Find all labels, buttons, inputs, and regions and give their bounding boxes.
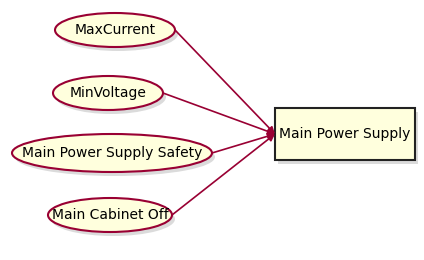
Text: MinVoltage: MinVoltage xyxy=(70,86,146,100)
Ellipse shape xyxy=(53,76,163,110)
Ellipse shape xyxy=(58,17,178,51)
Ellipse shape xyxy=(48,198,172,232)
Text: Main Cabinet Off: Main Cabinet Off xyxy=(52,208,168,222)
FancyBboxPatch shape xyxy=(278,112,418,164)
Text: Main Power Supply: Main Power Supply xyxy=(279,127,411,141)
Ellipse shape xyxy=(51,202,175,236)
Ellipse shape xyxy=(15,138,215,176)
Text: MaxCurrent: MaxCurrent xyxy=(75,23,156,37)
Ellipse shape xyxy=(56,80,166,114)
Ellipse shape xyxy=(55,13,175,47)
FancyBboxPatch shape xyxy=(275,108,415,160)
Text: Main Power Supply Safety: Main Power Supply Safety xyxy=(22,146,202,160)
Ellipse shape xyxy=(12,134,212,172)
